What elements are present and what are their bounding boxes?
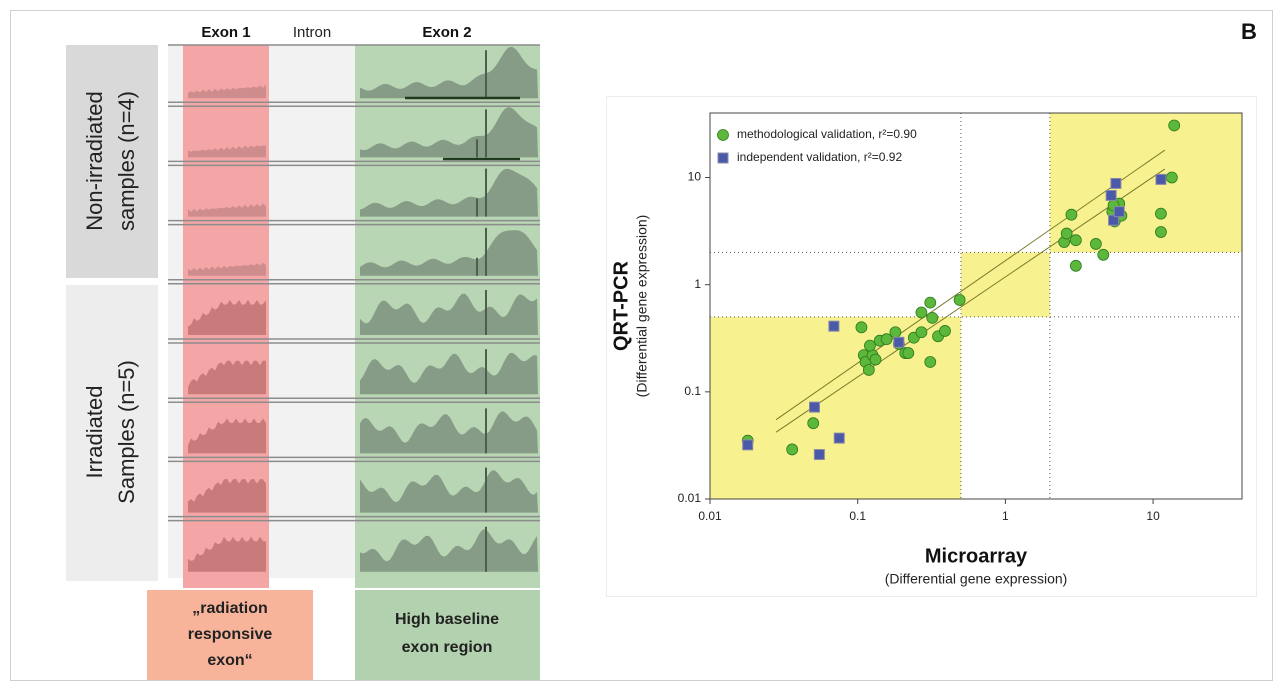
- y-tick-label: 1: [694, 277, 701, 291]
- data-point: [1165, 171, 1178, 184]
- data-point: [828, 320, 840, 332]
- data-point: [1155, 226, 1167, 238]
- data-point: [924, 296, 937, 309]
- data-point: [926, 311, 939, 324]
- data-point: [1168, 119, 1181, 132]
- column-header: Exon 1: [201, 24, 250, 41]
- data-point: [1155, 173, 1167, 185]
- box-text: High baseline: [395, 611, 499, 628]
- data-point: [1155, 207, 1167, 220]
- data-point: [953, 294, 966, 306]
- coverage: [360, 352, 538, 395]
- data-point: [786, 443, 799, 456]
- group-label-line: samples (n=4): [114, 91, 139, 231]
- data-point: [1069, 259, 1082, 272]
- coverage: [188, 478, 266, 513]
- column-header: Exon 2: [422, 24, 471, 41]
- exon1-box: [147, 590, 313, 680]
- data-point: [1089, 238, 1102, 250]
- coverage: [360, 107, 538, 158]
- y-tick-label: 0.01: [678, 491, 702, 505]
- region: [1049, 113, 1242, 253]
- data-point: [924, 356, 937, 368]
- x-axis-label: Microarray: [925, 545, 1028, 567]
- data-point: [809, 401, 821, 413]
- coverage: [360, 46, 538, 99]
- data-point: [1069, 234, 1082, 247]
- group-label-line: Irradiated: [82, 386, 107, 479]
- x-axis-sublabel: (Differential gene expression): [885, 571, 1068, 587]
- fit-line: [775, 149, 1166, 421]
- legend-label: methodological validation, r²=0.90: [737, 127, 917, 141]
- x-tick-label: 10: [1146, 509, 1160, 523]
- data-point: [862, 364, 875, 376]
- data-point: [869, 353, 882, 366]
- y-axis-sublabel: (Differential gene expression): [634, 215, 650, 398]
- box-text: responsive: [188, 626, 273, 643]
- box-text: exon“: [207, 652, 252, 669]
- data-point: [1105, 189, 1117, 201]
- coverage: [360, 411, 538, 454]
- data-point: [893, 336, 905, 348]
- data-point: [939, 325, 951, 337]
- region: [710, 316, 961, 499]
- coverage: [188, 536, 266, 572]
- data-point: [813, 449, 825, 461]
- region: [960, 252, 1050, 317]
- group-label-line: Samples (n=5): [114, 360, 139, 504]
- data-point: [915, 306, 928, 319]
- coverage: [360, 529, 538, 572]
- box-text: „radiation: [192, 600, 268, 617]
- data-point: [864, 339, 876, 352]
- data-point: [855, 321, 868, 334]
- data-point: [1060, 227, 1073, 240]
- panel-label: B: [1241, 19, 1257, 44]
- plot: 0.01 0.1 1 10 0.01 0.1 1 10 methodological valid…: [678, 112, 1243, 523]
- legend-label: independent validation, r²=0.92: [737, 150, 902, 164]
- y-axis-label: QRT-PCR: [610, 260, 632, 351]
- data-point: [1097, 248, 1110, 261]
- plot-frame: [709, 112, 1243, 500]
- coverage: [188, 145, 266, 158]
- coverage: [188, 300, 266, 335]
- data-point: [915, 326, 928, 339]
- y-tick-label: 10: [688, 170, 702, 184]
- data-point: [833, 432, 845, 444]
- coverage: [188, 360, 266, 395]
- column-header: Intron: [293, 24, 331, 41]
- coverage: [360, 230, 538, 276]
- tracks: [168, 44, 540, 572]
- coverage: [188, 262, 266, 276]
- coverage: [360, 293, 538, 335]
- data-point: [807, 417, 820, 430]
- coverage: [188, 418, 266, 454]
- data-point: [1113, 206, 1125, 218]
- x-tick-label: 1: [1002, 509, 1009, 523]
- x-tick-label: 0.01: [698, 509, 722, 523]
- coverage: [188, 203, 266, 217]
- exon2-box: [355, 590, 540, 680]
- box-text: exon region: [402, 639, 493, 656]
- data-point: [742, 439, 754, 451]
- group-label-line: Non-irradiated: [82, 91, 107, 230]
- group-box: [66, 285, 158, 581]
- fit-line: [775, 168, 1166, 433]
- coverage: [188, 84, 266, 99]
- group-label: Non-irradiated samples (n=4): [82, 91, 139, 231]
- coverage: [360, 470, 538, 513]
- y-tick-label: 0.1: [684, 384, 701, 398]
- legend-marker: [717, 152, 729, 164]
- data-point: [1065, 208, 1078, 221]
- x-tick-label: 0.1: [849, 509, 866, 523]
- data-point: [1110, 177, 1122, 189]
- coverage: [360, 168, 538, 217]
- data-point: [880, 333, 893, 346]
- data-point: [1108, 214, 1120, 226]
- legend-marker: [717, 129, 729, 141]
- data-point: [902, 347, 915, 359]
- data-point: [889, 326, 902, 339]
- group-box: [66, 45, 158, 278]
- group-label: Irradiated Samples (n=5): [82, 360, 139, 504]
